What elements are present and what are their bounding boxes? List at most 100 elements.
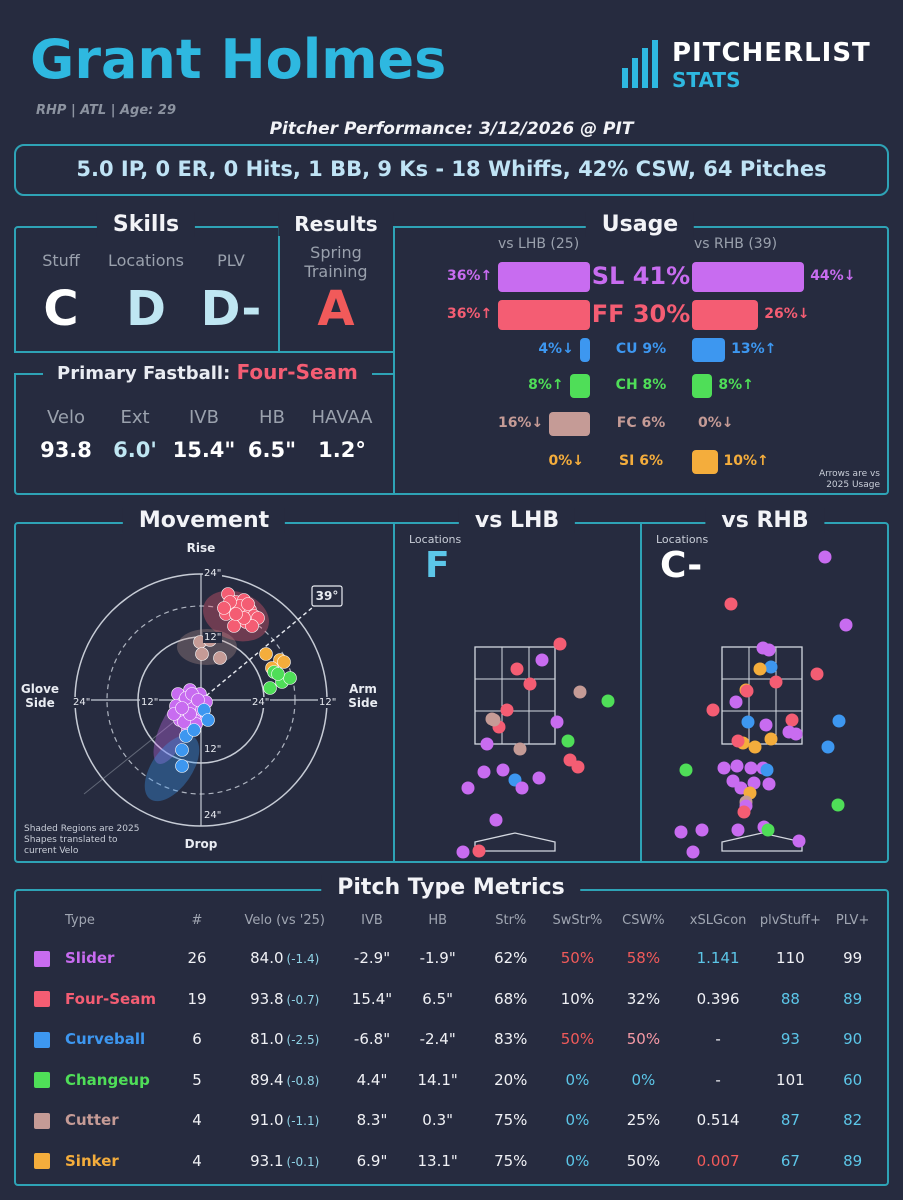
metrics-velo-cell: 91.0 (-1.1)	[226, 1100, 343, 1141]
metrics-col-header: Type	[65, 912, 95, 928]
performance-title: Pitcher Performance: 3/12/2026 @ PIT	[269, 119, 634, 139]
metrics-count: 26	[187, 949, 207, 968]
metrics-velo-cell: 81.0 (-2.5)	[226, 1019, 343, 1060]
metrics-csw: 25%	[626, 1111, 661, 1130]
movement-point	[259, 647, 273, 661]
location-point	[818, 550, 832, 564]
location-point	[500, 703, 514, 717]
location-point	[821, 740, 835, 754]
metrics-table: Type # Velo (vs '25) IVB HB Str% SwStr% CSW% xSL…	[24, 902, 882, 1181]
location-point	[523, 677, 537, 691]
metrics-swatch-cell	[24, 938, 59, 979]
skill-label-stuff: Stuff	[42, 251, 80, 270]
usage-rhb-pct: 10%↑	[723, 453, 769, 469]
drop-label: Drop	[184, 837, 218, 851]
metrics-velo-cell: 93.1 (-0.1)	[226, 1141, 343, 1182]
metrics-type: Cutter	[65, 1111, 119, 1130]
metrics-row: Cutter 4 91.0 (-1.1) 8.3" 0.3" 75% 0% 25% 0.514 87…	[24, 1100, 882, 1141]
fastball-stat-value: 15.4"	[172, 438, 236, 462]
usage-lhb-pct: 0%↓	[548, 453, 585, 469]
metrics-count: 6	[192, 1030, 202, 1049]
ring-label: 24"	[251, 697, 271, 708]
lhb-location-plot	[456, 637, 615, 859]
metrics-velo-diff: (-1.1)	[286, 1114, 320, 1129]
location-point	[553, 637, 567, 651]
metrics-swstr: 50%	[560, 949, 595, 968]
movement-point	[201, 713, 215, 727]
metrics-row: Sinker 4 93.1 (-0.1) 6.9" 13.1" 75% 0% 50% 0.007 6…	[24, 1141, 882, 1182]
metrics-str: 83%	[494, 1030, 528, 1049]
movement-point	[187, 723, 201, 737]
metrics-plvstuff: 101	[776, 1070, 805, 1089]
usage-rhb-pct: 0%↓	[698, 415, 734, 431]
metrics-str: 20%	[494, 1070, 528, 1089]
metrics-velo: 91.0	[250, 1111, 284, 1130]
metrics-type: Changeup	[65, 1070, 150, 1089]
skill-grade-locations: D	[126, 281, 166, 337]
metrics-velo-diff: (-0.8)	[286, 1073, 320, 1088]
location-point	[496, 763, 510, 777]
metrics-ivb: -6.8"	[353, 1030, 391, 1049]
metrics-velo-diff: (-1.4)	[286, 952, 320, 967]
metrics-csw: 50%	[626, 1030, 661, 1049]
movement-point	[263, 681, 277, 695]
metrics-plv: 82	[843, 1111, 863, 1130]
metrics-col-header: plvStuff+	[759, 912, 821, 928]
metrics-col-swatch	[24, 902, 59, 938]
location-point	[561, 734, 575, 748]
metrics-col-header: xSLGcon	[689, 912, 747, 928]
usage-lhb-pct: 36%↑	[446, 268, 493, 284]
location-point	[679, 763, 693, 777]
metrics-col-header: HB	[428, 912, 448, 928]
ring-label: 12"	[203, 632, 223, 643]
metrics-row: Slider 26 84.0 (-1.4) -2.9" -1.9" 62% 50% 58% 1.1…	[24, 938, 882, 979]
pitch-color-swatch	[33, 950, 50, 967]
location-point	[550, 715, 564, 729]
metrics-hb: 0.3"	[422, 1111, 454, 1130]
metrics-swstr: 50%	[560, 1030, 595, 1049]
usage-pitch-label: FC 6%	[616, 415, 666, 432]
pitcherlist-logo: PITCHERLIST STATS	[620, 38, 890, 92]
logo-subtext: STATS	[672, 68, 741, 92]
summary-line: 5.0 IP, 0 ER, 0 Hits, 1 BB, 9 Ks - 18 Wh…	[76, 157, 827, 181]
usage-bar-lhb	[498, 300, 590, 330]
vs-lhb-title: vs LHB	[458, 508, 576, 533]
location-point	[789, 727, 803, 741]
metrics-velo-cell: 89.4 (-0.8)	[226, 1060, 343, 1101]
skill-label-locations: Locations	[107, 251, 184, 270]
metrics-velo: 93.1	[250, 1151, 284, 1170]
usage-pitch-label: CH 8%	[615, 377, 667, 394]
usage-note: Arrows are vs 2025 Usage	[818, 469, 880, 490]
metrics-velo: 93.8	[250, 989, 284, 1008]
metrics-hb: 13.1"	[417, 1151, 458, 1170]
location-point	[762, 777, 776, 791]
bars-logo-icon	[622, 40, 658, 88]
metrics-ivb: -2.9"	[353, 949, 391, 968]
usage-rhb-pct: 13%↑	[731, 341, 777, 357]
location-point	[737, 805, 751, 819]
metrics-plv: 90	[843, 1030, 863, 1049]
metrics-type: Four-Seam	[65, 989, 156, 1008]
movement-note: Shaded Regions are 2025 Shapes translate…	[24, 824, 140, 856]
usage-bar-rhb	[692, 374, 713, 398]
ring-label: 12"	[203, 744, 223, 755]
metrics-swatch-cell	[24, 979, 59, 1020]
metrics-plvstuff: 88	[780, 989, 800, 1008]
usage-bar-lhb	[498, 262, 590, 292]
metrics-plvstuff: 93	[780, 1030, 800, 1049]
metrics-velo-cell: 84.0 (-1.4)	[226, 938, 343, 979]
metrics-velo-diff: (-0.7)	[286, 992, 320, 1007]
metrics-swatch-cell	[24, 1141, 59, 1182]
location-point	[832, 714, 846, 728]
metrics-count: 5	[192, 1070, 202, 1089]
ring-label: 24"	[203, 568, 223, 579]
location-point	[513, 742, 527, 756]
metrics-ivb: 15.4"	[351, 989, 393, 1008]
metrics-plvstuff: 110	[776, 949, 805, 968]
arm-angle-label: 39°	[315, 589, 339, 603]
movement-point	[213, 651, 227, 665]
location-point	[686, 845, 700, 859]
metrics-str: 68%	[494, 989, 528, 1008]
movement-point	[191, 693, 205, 707]
usage-lhb-header: vs LHB (25)	[498, 236, 580, 252]
